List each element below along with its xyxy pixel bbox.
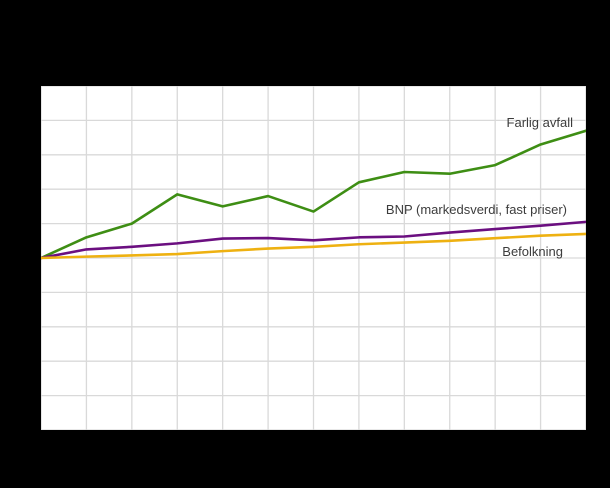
series-label-befolkning: Befolkning — [502, 244, 563, 259]
line-chart — [41, 86, 586, 430]
series-label-bnp: BNP (markedsverdi, fast priser) — [385, 202, 567, 217]
series-label-farlig-avfall: Farlig avfall — [506, 115, 573, 130]
chart-plot-area: Farlig avfall BNP (markedsverdi, fast pr… — [41, 86, 586, 430]
